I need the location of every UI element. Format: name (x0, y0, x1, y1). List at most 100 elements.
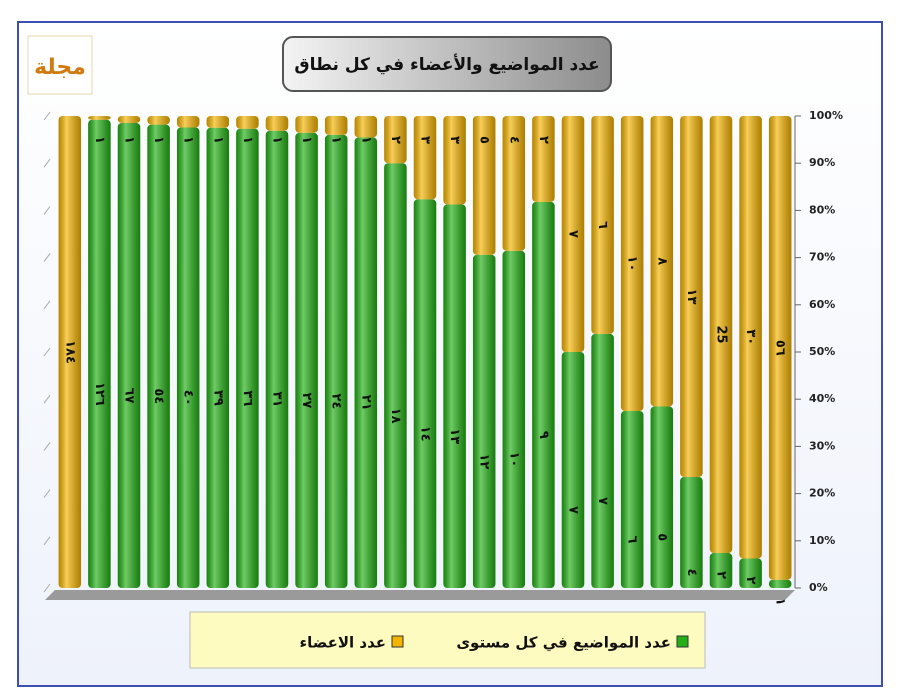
left-tick (43, 489, 51, 498)
value-label: ١٣ (447, 428, 462, 444)
y-tick-label: 0% (809, 581, 828, 594)
left-tick (43, 442, 51, 451)
value-label: ١٢٦ (92, 382, 107, 406)
value-label: ٤ (506, 136, 521, 144)
y-tick-label: 60% (809, 298, 835, 311)
value-label: ١٣ (684, 289, 699, 305)
value-label: ١ (240, 136, 255, 144)
bar-shade (561, 116, 585, 352)
bar-shade (117, 122, 141, 589)
chart-title: عدد المواضيع والأعضاء في كل نطاق (294, 54, 599, 75)
bar-shade (324, 134, 348, 588)
value-label: ٥٦ (773, 340, 788, 356)
bar-shade (147, 116, 170, 125)
logo-box (27, 35, 93, 95)
bar-shade (739, 558, 762, 588)
bar-shade (206, 116, 230, 128)
y-tick-label: 10% (809, 534, 835, 547)
left-tick (43, 111, 51, 121)
value-label: ١ (151, 136, 166, 144)
bar-shade (591, 333, 614, 588)
bar-shade (620, 411, 644, 588)
logo: مجلة (34, 55, 86, 80)
title-box (282, 36, 612, 92)
bar-shade (680, 116, 703, 477)
value-label: ٣٦ (240, 390, 255, 406)
y-tick-label: 80% (809, 203, 835, 216)
bar-shade (709, 116, 733, 554)
legend-box (189, 611, 706, 669)
value-label: ١٠ (506, 451, 521, 467)
value-label: ١ (122, 136, 137, 144)
bar-shade (206, 127, 230, 589)
value-label: ٢٤ (329, 394, 344, 410)
value-label: ٢ (714, 571, 729, 579)
bar-shade (472, 254, 496, 588)
value-label: ١ (299, 136, 314, 144)
bar-shade (591, 116, 614, 334)
bar-shade (532, 116, 555, 202)
value-label: ٧ (566, 506, 581, 514)
bar-shade (295, 116, 318, 133)
y-tick-label: 40% (809, 392, 835, 405)
value-label: ١٠ (625, 256, 640, 272)
bar-shade (384, 163, 407, 588)
left-tick (43, 536, 51, 546)
bar-shade (650, 406, 674, 588)
value-label: ٦٧ (122, 388, 137, 404)
value-label: ١٤ (418, 426, 433, 442)
bar-shade (413, 199, 437, 588)
bar-shade (295, 132, 318, 588)
value-label: ١ (270, 136, 285, 144)
bar-shade (354, 137, 378, 589)
value-label: ٦ (625, 536, 640, 544)
value-label: ٣٩ (210, 390, 225, 406)
bar-shade (502, 116, 526, 251)
bar-shade (236, 128, 259, 588)
value-label: ٧ (595, 497, 610, 505)
value-label: ٧ (566, 230, 581, 238)
bar-shade (88, 116, 111, 120)
left-tick (43, 206, 51, 215)
value-label: ٤ (684, 569, 699, 577)
bar-shade (147, 124, 170, 588)
bar-shade (176, 127, 200, 588)
value-label: ٥ (654, 533, 669, 541)
y-tick-label: 100% (809, 109, 843, 122)
bar-shade (709, 553, 733, 588)
bar-shade (532, 201, 555, 588)
left-tick (43, 583, 51, 593)
value-label: ١٨٤ (62, 340, 77, 364)
bar-shade (58, 116, 82, 588)
bar-shade (265, 130, 289, 588)
value-label: ٢١ (358, 395, 373, 411)
bar-shade (739, 116, 762, 559)
value-label: ١٨ (388, 408, 403, 424)
legend-label: عدد المواضيع في كل مستوى (456, 634, 671, 652)
value-label: ٥٤ (151, 388, 166, 404)
value-label: ١ (329, 136, 344, 144)
bar-shade (265, 116, 289, 131)
value-label: ٦ (595, 221, 610, 229)
bar-shade (413, 116, 437, 200)
bar-shade (768, 116, 792, 580)
bar-shade (680, 476, 703, 588)
bar-shade (768, 579, 792, 588)
bar-shade (236, 116, 259, 129)
bar-shade (443, 116, 466, 205)
bar-shade (561, 352, 585, 588)
bar-shade (354, 116, 378, 138)
value-label: ٣١ (270, 391, 285, 407)
bar-shade (650, 116, 674, 407)
left-tick (43, 300, 51, 310)
value-label: ٩ (536, 431, 551, 439)
left-tick (43, 394, 51, 404)
value-label: ١٢ (477, 453, 492, 469)
left-tick (43, 158, 51, 168)
value-label: 25 (714, 325, 729, 343)
floor (45, 590, 795, 600)
value-label: ٣٠ (743, 329, 758, 345)
y-tick-label: 90% (809, 156, 835, 169)
legend-swatch (676, 635, 689, 648)
